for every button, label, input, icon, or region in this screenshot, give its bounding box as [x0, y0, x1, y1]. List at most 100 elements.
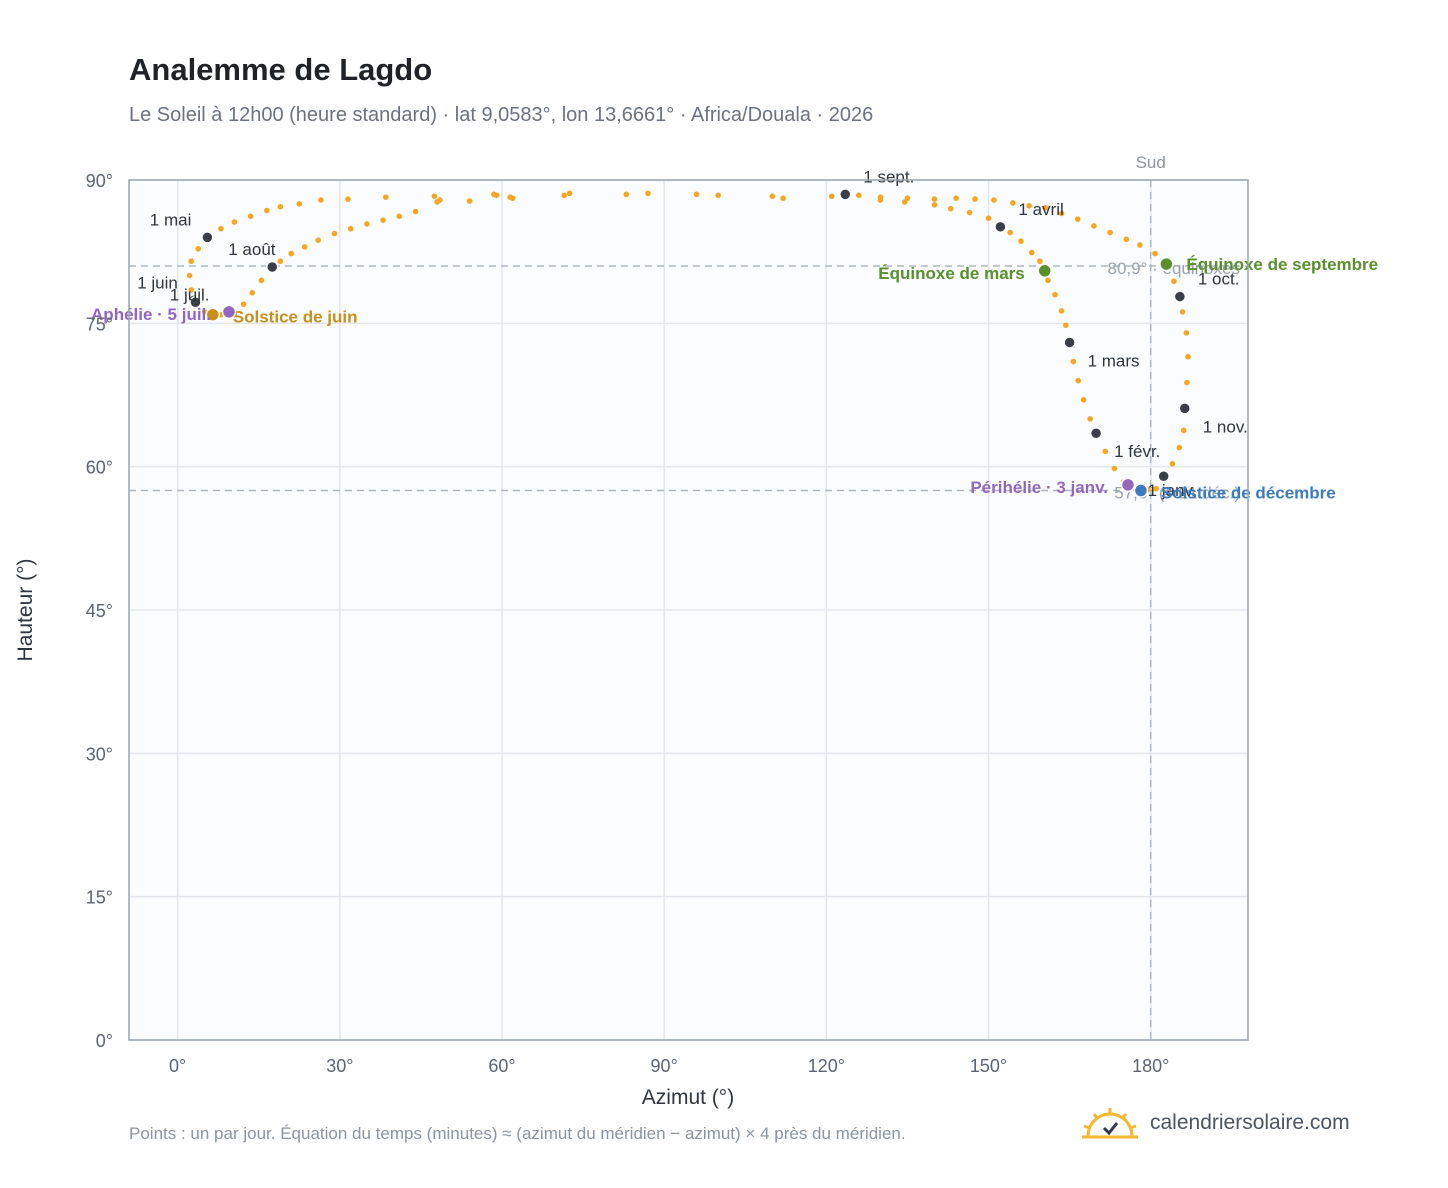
daily-point — [277, 203, 284, 210]
daily-point — [1037, 258, 1043, 265]
daily-point — [1123, 236, 1130, 243]
month-label: 1 janv. — [1148, 481, 1197, 500]
daily-point — [1091, 223, 1097, 229]
daily-point — [240, 301, 247, 308]
south-label: Sud — [1136, 153, 1166, 172]
y-tick-label: 60° — [86, 458, 113, 478]
daily-point — [507, 194, 513, 200]
daily-point — [347, 225, 354, 232]
daily-point — [693, 191, 700, 198]
daily-point — [188, 258, 194, 265]
daily-point — [991, 197, 997, 203]
daily-point — [318, 197, 324, 203]
month-label: 1 nov. — [1203, 417, 1248, 436]
brand-name: calendriersolaire.com — [1150, 1111, 1350, 1134]
daily-point — [623, 191, 630, 198]
y-tick-label: 0° — [96, 1031, 113, 1051]
daily-point — [953, 195, 959, 201]
daily-point — [1087, 416, 1093, 422]
chart-subtitle: Le Soleil à 12h00 (heure standard) · lat… — [129, 104, 874, 126]
daily-point — [1075, 377, 1082, 384]
daily-point — [1028, 249, 1035, 256]
month-marker — [266, 260, 279, 274]
event-marker — [205, 307, 221, 322]
x-tick-label: 30° — [326, 1056, 353, 1076]
daily-point — [966, 209, 973, 216]
daily-point — [345, 196, 351, 202]
daily-point — [364, 221, 370, 227]
daily-point — [249, 289, 256, 296]
daily-point — [431, 193, 438, 200]
y-tick-label: 15° — [86, 888, 113, 908]
daily-point — [972, 196, 978, 202]
daily-point — [412, 208, 419, 215]
month-marker — [839, 188, 852, 201]
month-label: 1 avril — [1018, 200, 1063, 219]
daily-point — [1074, 216, 1081, 222]
daily-point — [1185, 353, 1191, 360]
daily-point — [931, 202, 938, 208]
daily-point — [301, 244, 308, 250]
daily-point — [491, 191, 497, 198]
month-label: 1 mai — [150, 210, 192, 229]
daily-point — [382, 194, 389, 200]
month-marker — [994, 220, 1007, 234]
daily-point — [1153, 485, 1159, 492]
daily-point — [1063, 322, 1069, 329]
month-label: 1 sept. — [863, 167, 914, 186]
brand[interactable]: calendriersolaire.com — [1082, 1106, 1350, 1140]
daily-point — [1107, 229, 1113, 236]
daily-point — [264, 207, 270, 214]
daily-point — [1111, 465, 1118, 472]
daily-point — [1058, 308, 1065, 314]
x-tick-label: 120° — [808, 1056, 845, 1076]
daily-point — [769, 193, 776, 200]
daily-point — [828, 193, 835, 200]
altitude-reference-label: 80,9° · équinoxes — [1108, 259, 1241, 278]
daily-point — [437, 197, 443, 203]
daily-point — [296, 201, 303, 207]
daily-point — [561, 192, 567, 199]
month-label: 1 juil. — [170, 285, 210, 304]
daily-point — [566, 190, 573, 197]
sun-check-icon — [1082, 1108, 1138, 1139]
daily-point — [1137, 242, 1143, 248]
daily-point — [1052, 291, 1058, 298]
daily-point — [1180, 427, 1187, 434]
daily-point — [1171, 278, 1177, 285]
x-tick-label: 180° — [1132, 1056, 1169, 1076]
daily-point — [1176, 444, 1183, 451]
plot-frame — [128, 179, 1249, 1041]
event-marker — [1037, 263, 1052, 279]
month-marker — [1178, 402, 1192, 415]
axis-ticks: 0° 30° 60° 90° 120° 150° 180° 0° 15° 30° 45° 60° 75°… — [86, 171, 1170, 1076]
grid-lines — [129, 179, 1248, 1041]
event-marker — [1159, 256, 1174, 272]
event-marker — [1133, 483, 1149, 498]
daily-point — [247, 213, 254, 220]
daily-point — [645, 190, 651, 197]
event-label: Aphélie · 5 juil. — [91, 305, 211, 324]
x-tick-label: 60° — [488, 1056, 515, 1076]
y-axis-title: Hauteur (°) — [14, 559, 37, 662]
daily-point — [288, 250, 294, 257]
daily-point — [1007, 229, 1013, 236]
daily-point — [1045, 277, 1051, 284]
x-tick-label: 90° — [651, 1056, 678, 1076]
month-marker — [189, 296, 202, 309]
y-tick-label: 45° — [86, 601, 113, 621]
month-label: 1 févr. — [1114, 442, 1160, 461]
event-label: Solstice de juin — [233, 308, 358, 327]
month-marker — [1157, 469, 1170, 483]
daily-point — [1179, 309, 1186, 315]
daily-point — [1058, 210, 1065, 217]
daily-point — [231, 219, 238, 225]
month-label: 1 juin — [137, 273, 178, 292]
y-tick-label: 75° — [86, 314, 113, 334]
daily-point — [466, 198, 473, 204]
x-tick-label: 150° — [970, 1056, 1007, 1076]
daily-point — [1080, 396, 1087, 403]
daily-point — [1010, 200, 1016, 206]
daily-point — [331, 230, 338, 237]
